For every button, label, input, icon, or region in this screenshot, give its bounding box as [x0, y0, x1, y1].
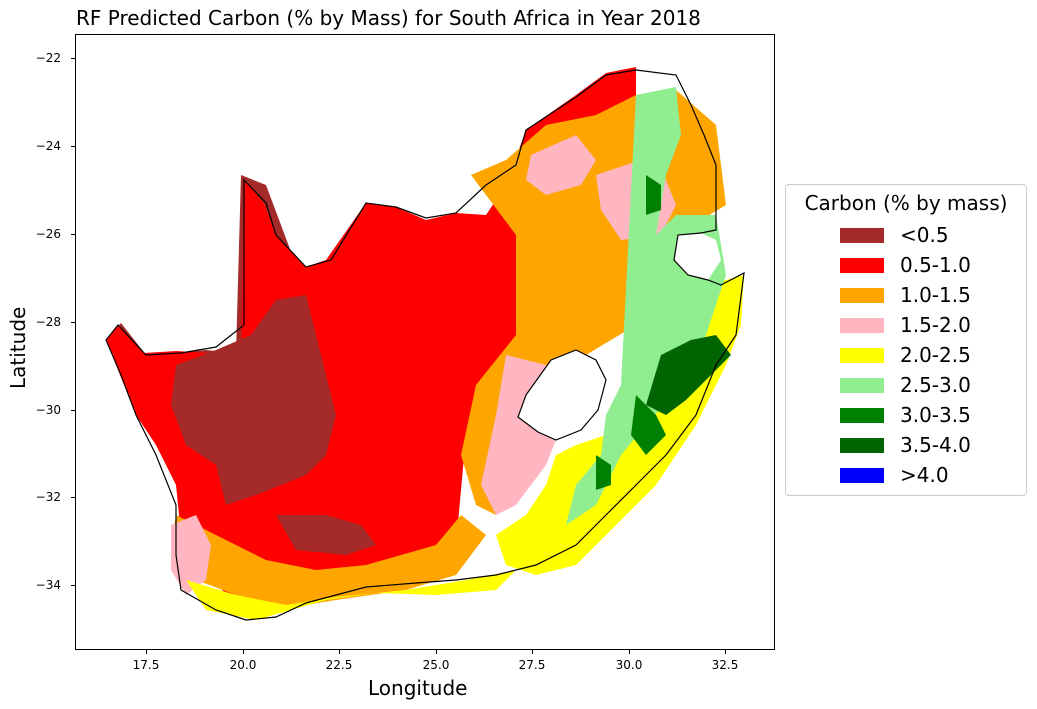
legend-item: 3.5-4.0: [840, 433, 971, 457]
eswatini-notch: [674, 233, 721, 280]
region-3.0-3.5-north: [646, 175, 661, 215]
region-1.5-2.0-a: [526, 135, 596, 195]
legend-label: 0.5-1.0: [900, 253, 971, 277]
y-axis-label: Latitude: [6, 306, 30, 389]
legend: Carbon (% by mass) <0.5 0.5-1.0 1.0-1.5 …: [785, 184, 1027, 496]
map-axes: [75, 34, 775, 650]
legend-item: >4.0: [840, 463, 949, 487]
country-border: [105, 69, 745, 621]
x-tick-label: 25.0: [422, 658, 450, 672]
country-fill-group: [106, 67, 744, 620]
legend-item: 0.5-1.0: [840, 253, 971, 277]
legend-label: >4.0: [900, 463, 949, 487]
region-3.5-4.0-east: [646, 335, 731, 415]
legend-item: 2.0-2.5: [840, 343, 971, 367]
legend-label: 2.0-2.5: [900, 343, 971, 367]
region-lt-0.5-south: [276, 515, 376, 555]
x-tick-label: 20.0: [229, 658, 257, 672]
lesotho-hole: [518, 350, 606, 440]
legend-swatch: [840, 257, 884, 273]
legend-swatch: [840, 407, 884, 423]
y-tick-label: −28: [35, 315, 61, 329]
region-3.0-3.5-east: [631, 395, 666, 455]
legend-label: 3.0-3.5: [900, 403, 971, 427]
region-1.0-1.5-south: [171, 515, 486, 610]
legend-swatch: [840, 467, 884, 483]
legend-swatch: [840, 287, 884, 303]
legend-swatch: [840, 227, 884, 243]
y-tick-label: −24: [35, 139, 61, 153]
chart-title: RF Predicted Carbon (% by Mass) for Sout…: [76, 6, 701, 30]
x-axis-label: Longitude: [368, 676, 468, 700]
region-lt-0.5-interior: [171, 295, 336, 505]
legend-swatch: [840, 377, 884, 393]
legend-label: 2.5-3.0: [900, 373, 971, 397]
carbon-map: [105, 67, 745, 621]
y-tick-label: −34: [35, 578, 61, 592]
legend-label: 3.5-4.0: [900, 433, 971, 457]
x-tick-label: 30.0: [615, 658, 643, 672]
legend-item: 2.5-3.0: [840, 373, 971, 397]
x-tick-label: 22.5: [325, 658, 353, 672]
lesotho-border: [517, 349, 607, 441]
region-2.0-2.5-south: [186, 570, 516, 620]
legend-item: 3.0-3.5: [840, 403, 971, 427]
legend-item: 1.5-2.0: [840, 313, 971, 337]
legend-item: 1.0-1.5: [840, 283, 971, 307]
x-tick-label: 17.5: [132, 658, 160, 672]
y-tick-label: −30: [35, 403, 61, 417]
y-tick-label: −22: [35, 51, 61, 65]
y-tick-label: −26: [35, 227, 61, 241]
legend-label: 1.5-2.0: [900, 313, 971, 337]
y-tick-label: −32: [35, 490, 61, 504]
legend-swatch: [840, 317, 884, 333]
x-tick-label: 32.5: [711, 658, 739, 672]
region-2.5-3.0-east: [566, 87, 726, 525]
region-3.0-3.5-south: [596, 455, 611, 490]
legend-label: 1.0-1.5: [900, 283, 971, 307]
legend-label: <0.5: [900, 223, 949, 247]
legend-swatch: [840, 437, 884, 453]
legend-title: Carbon (% by mass): [804, 191, 1008, 215]
x-tick-label: 27.5: [518, 658, 546, 672]
region-1.5-2.0-d: [171, 515, 211, 595]
legend-swatch: [840, 347, 884, 363]
legend-item: <0.5: [840, 223, 949, 247]
